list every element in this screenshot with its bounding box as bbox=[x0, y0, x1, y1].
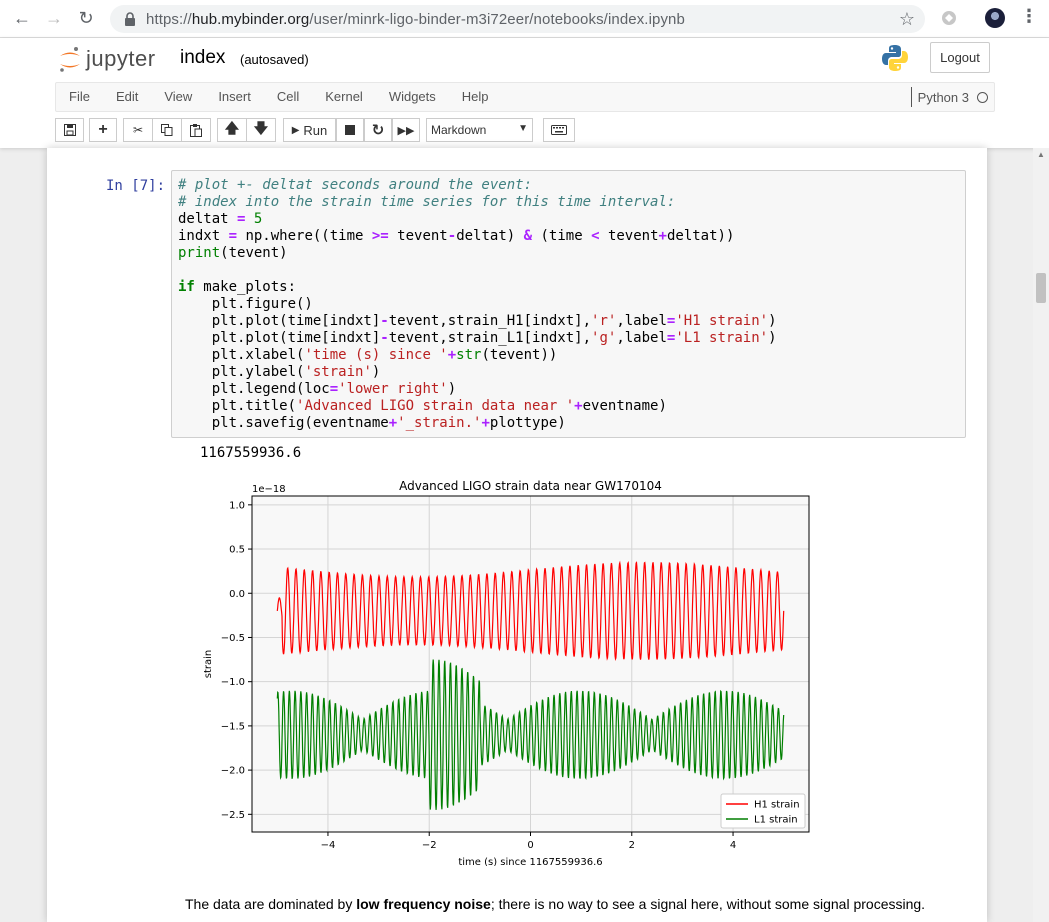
input-prompt: In [7]: bbox=[106, 178, 166, 194]
code-text: # plot +- deltat seconds around the even… bbox=[178, 177, 777, 431]
fast-forward-icon: ▶▶ bbox=[397, 124, 415, 137]
caret-down-icon: ▼ bbox=[518, 123, 528, 134]
legend-label: H1 strain bbox=[754, 800, 800, 811]
y-tick-label: −2.5 bbox=[221, 810, 245, 821]
plot-frame bbox=[251, 495, 810, 833]
menu-view[interactable]: View bbox=[164, 89, 193, 104]
menu-widgets[interactable]: Widgets bbox=[388, 89, 436, 104]
code-cell-editor[interactable]: # plot +- deltat seconds around the even… bbox=[171, 170, 966, 438]
markdown-cell-text: The data are dominated by low frequency … bbox=[185, 896, 926, 912]
run-button[interactable]: ▶‍ Run bbox=[283, 118, 336, 142]
menu-file[interactable]: File bbox=[69, 89, 90, 104]
legend-label: L1 strain bbox=[754, 815, 798, 826]
step-forward-icon: ▶‍ bbox=[291, 124, 300, 136]
move-up-button[interactable]: 🡅 bbox=[217, 118, 247, 142]
profile-avatar[interactable] bbox=[985, 8, 1005, 28]
cell-output-text: 1167559936.6 bbox=[200, 445, 302, 461]
notebook-name[interactable]: index bbox=[180, 47, 226, 68]
y-tick-label: 1.0 bbox=[229, 500, 245, 511]
floppy-icon bbox=[63, 124, 76, 136]
x-tick-label: −4 bbox=[321, 840, 336, 851]
y-tick-label: −2.0 bbox=[221, 766, 245, 777]
logout-button[interactable]: Logout bbox=[930, 42, 990, 73]
y-tick-label: −0.5 bbox=[221, 633, 245, 644]
paste-icon bbox=[190, 123, 202, 137]
stop-icon bbox=[345, 125, 355, 135]
plus-icon: + bbox=[98, 121, 108, 138]
run-label: Run bbox=[303, 122, 328, 138]
kernel-idle-icon bbox=[977, 91, 988, 103]
y-tick-label: 0.0 bbox=[229, 589, 245, 600]
jupyter-header: jupyter index (autosaved) Logout File Ed… bbox=[0, 38, 1049, 148]
bookmark-star-icon[interactable]: ☆ bbox=[898, 9, 915, 29]
x-tick-label: 2 bbox=[629, 840, 635, 851]
python-logo-icon bbox=[882, 45, 908, 71]
back-arrow-icon[interactable]: ← bbox=[13, 8, 31, 28]
menu-help[interactable]: Help bbox=[461, 89, 489, 104]
autosave-status: (autosaved) bbox=[240, 52, 309, 67]
x-tick-label: 0 bbox=[527, 840, 533, 851]
url-text: https://hub.mybinder.org/user/minrk-ligo… bbox=[146, 10, 685, 28]
x-axis-label: time (s) since 1167559936.6 bbox=[458, 857, 602, 866]
scissors-icon: ✂ bbox=[132, 123, 144, 137]
jupyter-logo[interactable]: jupyter bbox=[58, 44, 168, 74]
menubar: File Edit View Insert Cell Kernel Widget… bbox=[55, 82, 995, 112]
paste-button[interactable] bbox=[181, 118, 211, 142]
browser-menu-icon[interactable]: ⋮ bbox=[1020, 6, 1038, 26]
page-scrollbar[interactable]: ▲ bbox=[1033, 148, 1049, 922]
browser-toolbar: ← → ↻ https://hub.mybinder.org/user/minr… bbox=[0, 0, 1049, 38]
strain-chart: −4 −2 0 2 4 1.0 0.5 0.0 −0.5 −1.0 −1.5 −2.0 −2.5 Adva… bbox=[203, 479, 810, 866]
y-tick-label: −1.0 bbox=[221, 677, 245, 688]
copy-icon bbox=[161, 124, 173, 136]
reload-icon[interactable]: ↻ bbox=[78, 8, 94, 28]
notebook-container: In [7]: # plot +- deltat seconds around … bbox=[47, 148, 987, 922]
copy-button[interactable] bbox=[152, 118, 182, 142]
menu-edit[interactable]: Edit bbox=[115, 89, 139, 104]
jupyter-logo-icon bbox=[60, 47, 80, 72]
series-line-l1 bbox=[276, 659, 785, 810]
y-axis-label: strain bbox=[203, 650, 214, 679]
kernel-indicator: Python 3 bbox=[910, 87, 994, 107]
insert-cell-button[interactable]: + bbox=[89, 118, 117, 142]
scroll-up-arrow-icon[interactable]: ▲ bbox=[1037, 150, 1045, 159]
cell-type-value: Markdown bbox=[431, 123, 487, 137]
y-tick-label: −1.5 bbox=[221, 721, 245, 732]
cell-type-select[interactable]: Markdown ▼ bbox=[426, 118, 533, 142]
notebook-toolbar: + ✂ 🡅 🡇 ▶‍ Run ↻ ▶▶ Markdown ▼ bbox=[55, 118, 995, 142]
scrollbar-thumb[interactable] bbox=[1036, 273, 1046, 303]
restart-button[interactable]: ↻ bbox=[364, 118, 392, 142]
keyboard-icon bbox=[551, 125, 567, 135]
arrow-down-icon: 🡇 bbox=[253, 120, 269, 136]
chart-title: Advanced LIGO strain data near GW170104 bbox=[399, 479, 662, 493]
address-bar[interactable]: https://hub.mybinder.org/user/minrk-ligo… bbox=[110, 5, 925, 33]
save-button[interactable] bbox=[55, 118, 84, 142]
menu-insert[interactable]: Insert bbox=[218, 89, 251, 104]
command-palette-button[interactable] bbox=[543, 118, 575, 142]
arrow-up-icon: 🡅 bbox=[224, 120, 240, 136]
menu-kernel[interactable]: Kernel bbox=[325, 89, 363, 104]
cut-button[interactable]: ✂ bbox=[123, 118, 153, 142]
interrupt-button[interactable] bbox=[336, 118, 364, 142]
restart-run-all-button[interactable]: ▶▶ bbox=[392, 118, 420, 142]
kernel-name: Python 3 bbox=[917, 89, 969, 105]
y-tick-label: 0.5 bbox=[229, 545, 245, 556]
restart-icon: ↻ bbox=[371, 122, 385, 139]
menu-cell[interactable]: Cell bbox=[276, 89, 300, 104]
move-down-button[interactable]: 🡇 bbox=[246, 118, 276, 142]
x-tick-label: −2 bbox=[422, 840, 437, 851]
series-line-h1 bbox=[276, 560, 785, 662]
extension-icon[interactable] bbox=[940, 9, 958, 27]
x-tick-label: 4 bbox=[730, 840, 736, 851]
forward-arrow-icon[interactable]: → bbox=[45, 8, 63, 28]
lock-icon bbox=[122, 11, 138, 27]
y-offset-label: 1e−18 bbox=[252, 484, 286, 495]
